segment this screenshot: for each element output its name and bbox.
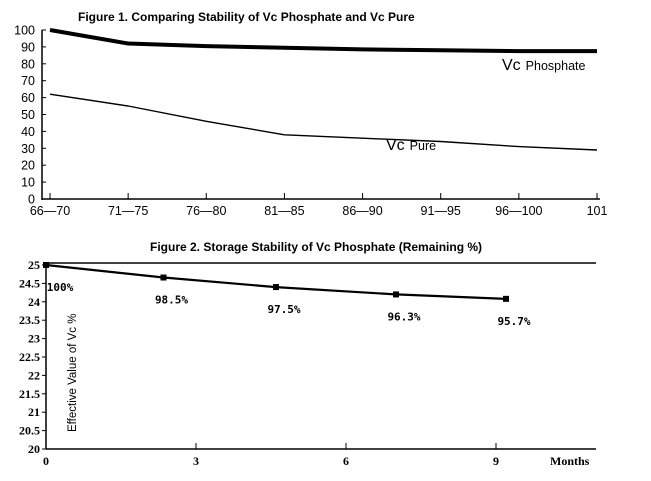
f1-xtick-label-71-75: 71—75 (108, 204, 148, 218)
figure-1-chart: Figure 1. Comparing Stability of Vc Phos… (14, 10, 607, 218)
f1-ytick-label-100: 100 (14, 24, 35, 38)
f2-xtick-label-9: 9 (493, 454, 499, 468)
f2-ytick-label-22.5: 22.5 (19, 350, 40, 364)
f1-xtick-label-91-95: 91—95 (421, 204, 461, 218)
data-point-0 (43, 262, 49, 268)
f2-ytick-label-24: 24 (28, 295, 40, 309)
data-point-1 (160, 274, 167, 281)
f2-ytick-label-22: 22 (28, 368, 40, 382)
f1-xtick-label-101: 101 (587, 204, 608, 218)
f2-xtick-label-6: 6 (343, 454, 349, 468)
f1-ytick-label-80: 80 (21, 57, 35, 71)
series-line-vc-pure (49, 93, 598, 151)
data-point-2 (273, 284, 279, 291)
f1-ytick-label-50: 50 (21, 108, 35, 122)
series-line-vc-phosphate (49, 28, 597, 54)
series-label-vc-pure: Vc Pure (386, 137, 436, 154)
f1-ytick-label-90: 90 (21, 40, 35, 54)
f2-ytick-label-25: 25 (28, 258, 40, 272)
f2-ytick-label-23.5: 23.5 (19, 313, 40, 327)
figure-2-y-axis-label: Effective Value of Vc % (67, 314, 79, 432)
figure-1-x-axis: 66—70 71—75 76—80 81—85 86—90 91—95 96—100 101 (30, 193, 608, 218)
f2-xtick-label-0: 0 (43, 454, 49, 468)
figure-2-chart: Figure 2. Storage Stability of Vc Phosph… (19, 240, 596, 468)
data-label-2: 97.5% (267, 303, 300, 316)
figure-2-x-axis: 0 3 6 9 (43, 443, 596, 468)
f1-xtick-label-96-100: 96—100 (495, 204, 542, 218)
data-label-3: 96.3% (387, 310, 420, 323)
f1-xtick-label-81-85: 81—85 (264, 204, 304, 218)
data-point-4 (503, 295, 509, 302)
f1-xtick-label-86-90: 86—90 (342, 204, 382, 218)
f2-xtick-label-3: 3 (193, 454, 199, 468)
data-label-1: 98.5% (155, 294, 188, 307)
f2-ytick-label-21.5: 21.5 (19, 387, 40, 401)
f2-ytick-label-20.5: 20.5 (19, 424, 40, 438)
data-label-4: 95.7% (497, 315, 530, 328)
series-line-remaining (45, 263, 507, 300)
figure-1-y-axis: 0 10 20 30 40 50 60 70 80 90 100 (14, 24, 46, 207)
f1-xtick-label-66-70: 66—70 (30, 204, 70, 218)
series-label-vc-phosphate: Vc Phosphate (502, 57, 585, 74)
f1-ytick-label-0: 0 (28, 193, 35, 207)
f2-ytick-label-21: 21 (28, 405, 40, 419)
figure-2-x-axis-label: Months (550, 454, 590, 468)
figure-1-title: Figure 1. Comparing Stability of Vc Phos… (78, 10, 415, 24)
data-label-0: 100% (47, 281, 74, 294)
data-point-3 (393, 291, 399, 298)
f1-ytick-label-70: 70 (21, 74, 35, 88)
figure-2-y-axis: 20 20.5 21 21.5 22 22.5 23 23.5 24 24.5 25 (19, 258, 47, 456)
f1-ytick-label-60: 60 (21, 91, 35, 105)
f2-ytick-label-20: 20 (28, 442, 40, 456)
f1-ytick-label-20: 20 (21, 159, 35, 173)
figure-2-title: Figure 2. Storage Stability of Vc Phosph… (150, 240, 482, 254)
f1-ytick-label-40: 40 (21, 125, 35, 139)
f1-xtick-label-76-80: 76—80 (186, 204, 226, 218)
f2-ytick-label-24.5: 24.5 (19, 276, 40, 290)
f1-ytick-label-10: 10 (21, 176, 35, 190)
f1-ytick-label-30: 30 (21, 142, 35, 156)
f2-ytick-label-23: 23 (28, 332, 40, 346)
